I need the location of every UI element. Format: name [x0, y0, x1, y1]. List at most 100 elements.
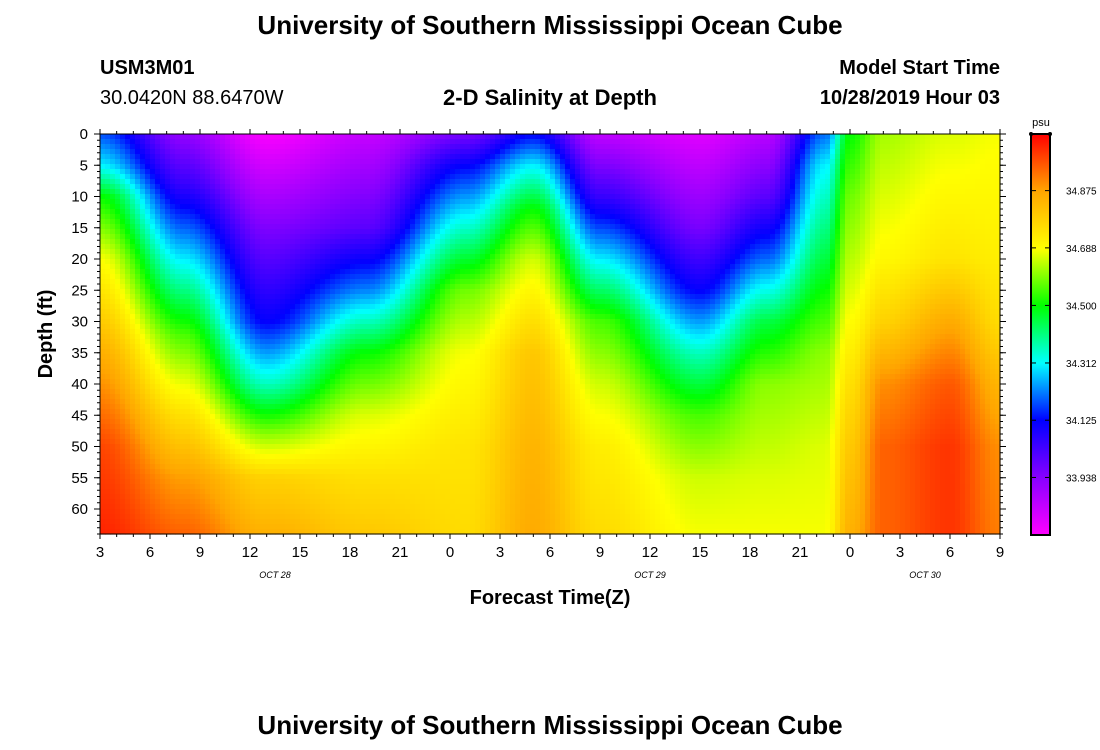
heatmap-cell [545, 214, 551, 220]
heatmap-cell [990, 184, 996, 190]
heatmap-cell [650, 169, 656, 175]
heatmap-cell [800, 219, 806, 225]
heatmap-cell [205, 194, 211, 200]
heatmap-cell [160, 269, 166, 275]
heatmap-cell [555, 199, 561, 205]
heatmap-cell [220, 149, 226, 155]
heatmap-cell [770, 199, 776, 205]
heatmap-cell [395, 134, 401, 140]
heatmap-cell [440, 159, 446, 165]
heatmap-cell [635, 199, 641, 205]
heatmap-cell [400, 169, 406, 175]
heatmap-cell [985, 264, 991, 270]
heatmap-cell [140, 214, 146, 220]
heatmap-cell [205, 254, 211, 260]
heatmap-cell [400, 154, 406, 160]
heatmap-cell [865, 194, 871, 200]
heatmap-cell [550, 209, 556, 215]
heatmap-cell [900, 164, 906, 170]
heatmap-cell [170, 149, 176, 155]
heatmap-cell [220, 194, 226, 200]
heatmap-cell [725, 214, 731, 220]
heatmap-cell [885, 244, 891, 250]
heatmap-cell [275, 154, 281, 160]
heatmap-cell [580, 239, 586, 245]
heatmap-cell [450, 159, 456, 165]
heatmap-cell [535, 139, 541, 145]
heatmap-cell [405, 169, 411, 175]
heatmap-cell [750, 194, 756, 200]
heatmap-cell [660, 249, 666, 255]
heatmap-cell [180, 144, 186, 150]
heatmap-cell [330, 189, 336, 195]
heatmap-cell [750, 264, 756, 270]
heatmap-cell [575, 144, 581, 150]
heatmap-cell [375, 144, 381, 150]
heatmap-cell [880, 194, 886, 200]
heatmap-cell [455, 254, 461, 260]
heatmap-cell [185, 244, 191, 250]
heatmap-cell [490, 254, 496, 260]
heatmap-cell [145, 179, 151, 185]
heatmap-cell [700, 249, 706, 255]
heatmap-cell [160, 134, 166, 140]
heatmap-cell [275, 264, 281, 270]
heatmap-cell [880, 189, 886, 195]
heatmap-cell [975, 214, 981, 220]
heatmap-cell [580, 269, 586, 275]
heatmap-cell [760, 194, 766, 200]
heatmap-cell [650, 239, 656, 245]
heatmap-cell [870, 254, 876, 260]
heatmap-cell [275, 169, 281, 175]
heatmap-cell [240, 154, 246, 160]
heatmap-cell [680, 174, 686, 180]
heatmap-cell [565, 149, 571, 155]
heatmap-cell [575, 139, 581, 145]
heatmap-cell [560, 149, 566, 155]
heatmap-cell [945, 199, 951, 205]
heatmap-cell [940, 214, 946, 220]
heatmap-cell [485, 189, 491, 195]
heatmap-cell [640, 199, 646, 205]
heatmap-cell [300, 224, 306, 230]
heatmap-cell [645, 249, 651, 255]
heatmap-cell [440, 179, 446, 185]
heatmap-cell [350, 264, 356, 270]
heatmap-cell [305, 264, 311, 270]
heatmap-cell [330, 234, 336, 240]
heatmap-cell [695, 189, 701, 195]
heatmap-cell [185, 204, 191, 210]
heatmap-cell [160, 169, 166, 175]
heatmap-cell [340, 169, 346, 175]
heatmap-cell [820, 219, 826, 225]
heatmap-cell [775, 254, 781, 260]
heatmap-cell [720, 199, 726, 205]
heatmap-cell [880, 204, 886, 210]
heatmap-cell [675, 149, 681, 155]
heatmap-cell [825, 234, 831, 240]
heatmap-cell [205, 144, 211, 150]
heatmap-cell [665, 144, 671, 150]
heatmap-cell [525, 204, 531, 210]
heatmap-cell [145, 249, 151, 255]
heatmap-cell [525, 224, 531, 230]
heatmap-cell [610, 164, 616, 170]
heatmap-cell [590, 239, 596, 245]
heatmap-cell [630, 189, 636, 195]
heatmap-cell [325, 234, 331, 240]
heatmap-cell [425, 244, 431, 250]
heatmap-cell [500, 149, 506, 155]
heatmap-cell [670, 184, 676, 190]
heatmap-cell [625, 224, 631, 230]
heatmap-cell [795, 239, 801, 245]
heatmap-cell [950, 194, 956, 200]
heatmap-cell [905, 194, 911, 200]
heatmap-cell [340, 164, 346, 170]
heatmap-cell [990, 164, 996, 170]
heatmap-cell [945, 254, 951, 260]
heatmap-cell [285, 189, 291, 195]
heatmap-cell [470, 149, 476, 155]
heatmap-cell [630, 154, 636, 160]
heatmap-cell [255, 244, 261, 250]
heatmap-cell [810, 204, 816, 210]
